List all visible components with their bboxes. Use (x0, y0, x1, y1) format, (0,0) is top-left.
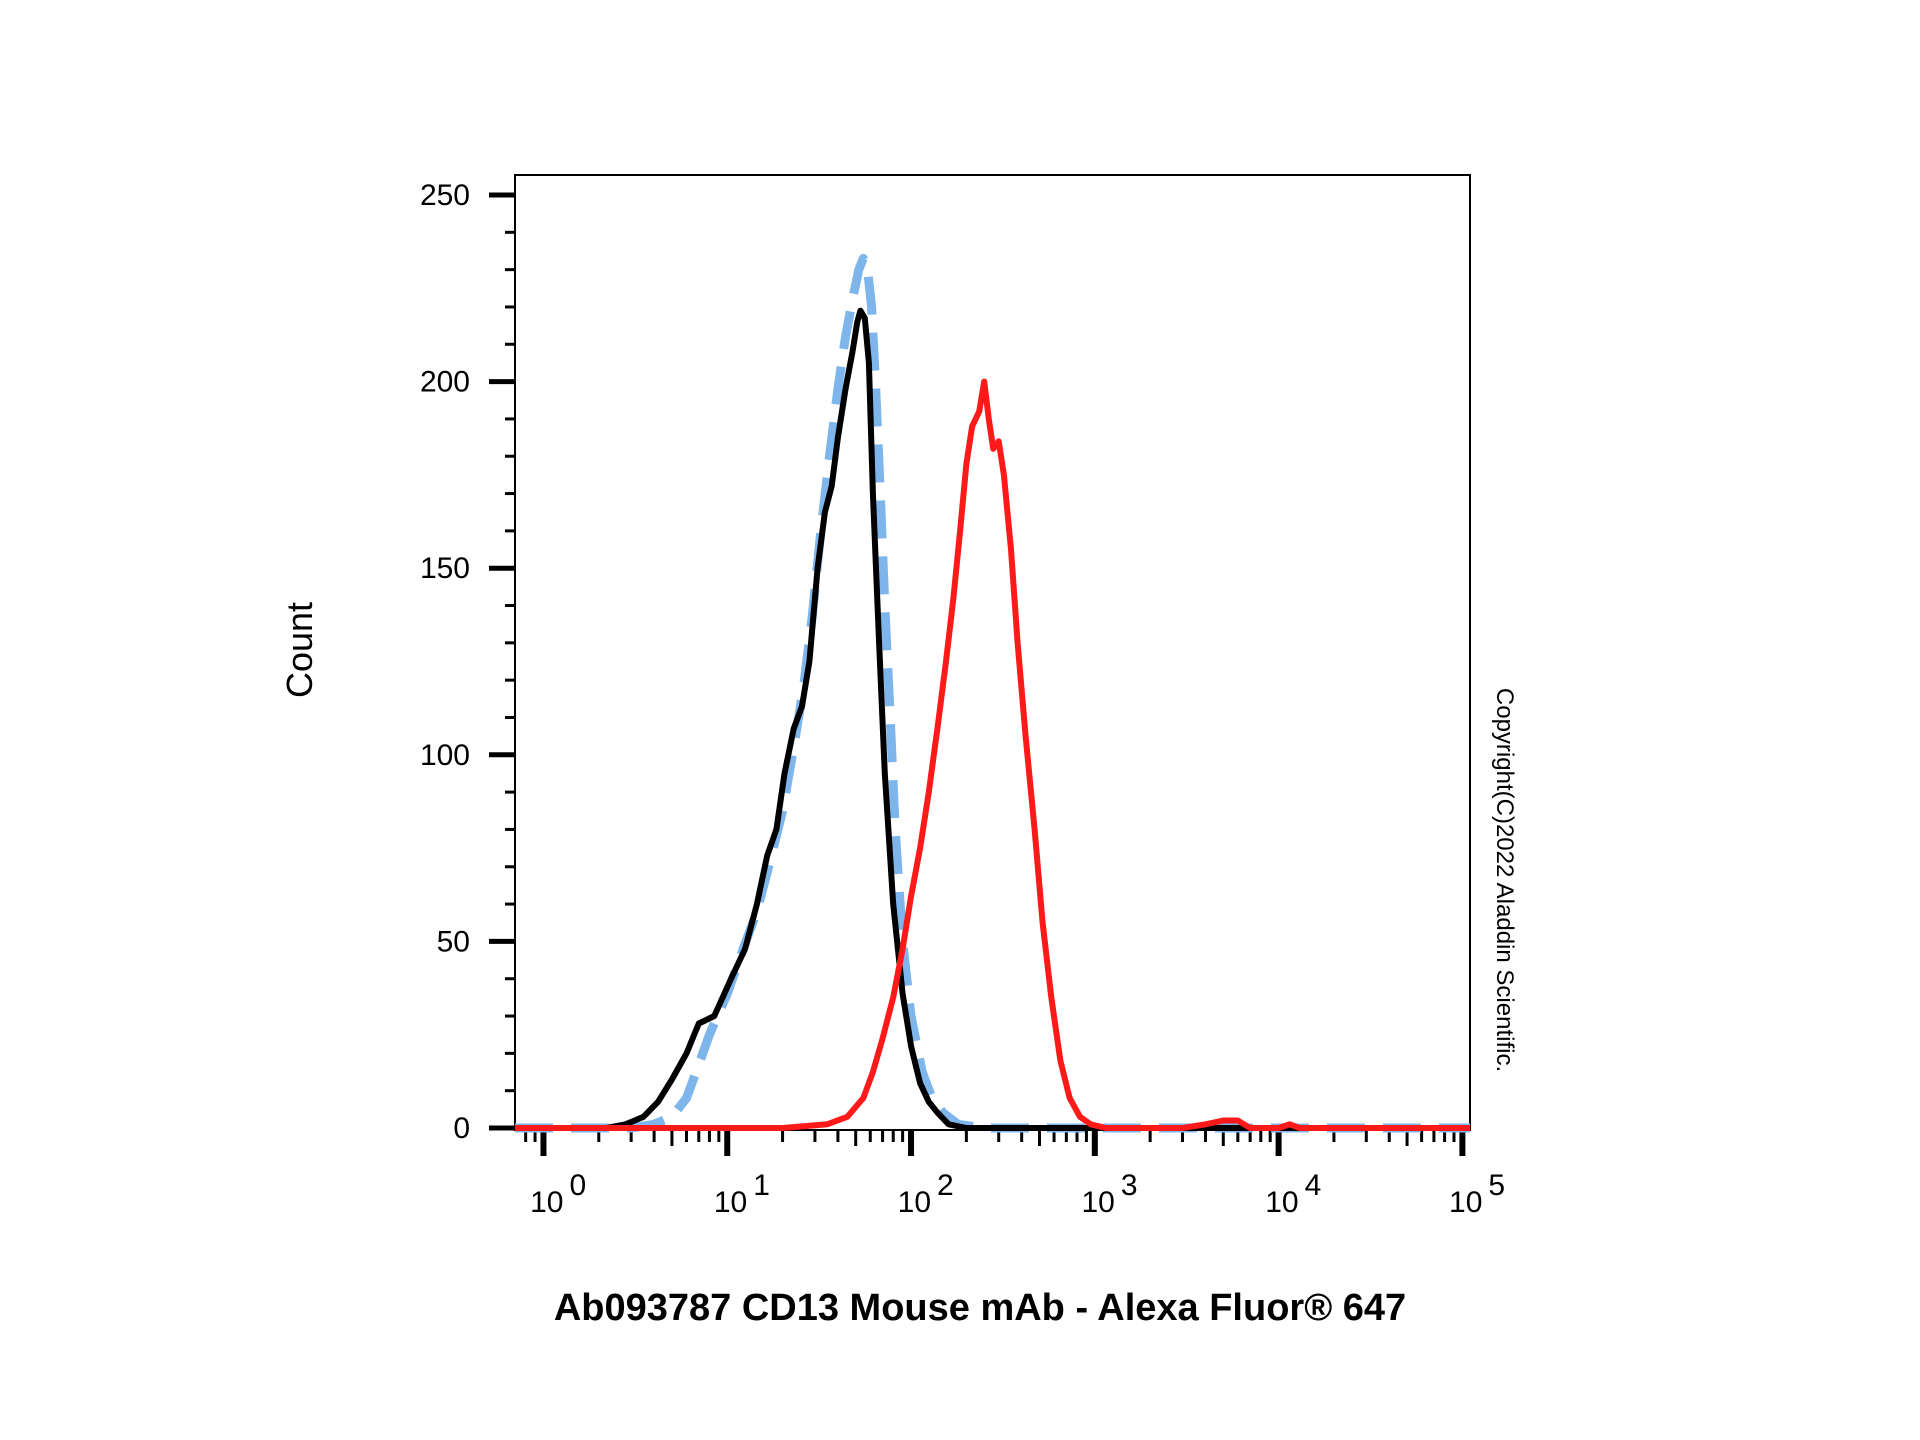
plot-frame (514, 174, 1471, 1131)
y-tick-label: 100 (420, 739, 470, 772)
x-tick-label: 100 (530, 1169, 586, 1219)
x-tick-label: 104 (1265, 1169, 1321, 1219)
x-tick-label: 103 (1081, 1169, 1137, 1219)
series-line-3 (515, 378, 1470, 1131)
series-line-2 (515, 253, 1470, 1133)
x-tick-label: 101 (714, 1169, 770, 1219)
y-tick-label: 0 (453, 1112, 470, 1145)
y-axis: 0 50 100 150 200 250 (420, 179, 515, 1145)
x-tick-label: 102 (898, 1169, 954, 1219)
x-tick-label-exponent: 0 (569, 1169, 586, 1202)
x-tick-label-base: 10 (714, 1186, 747, 1219)
x-axis-title: Ab093787 CD13 Mouse mAb - Alexa Fluor® 6… (554, 1287, 1406, 1329)
x-tick-label-base: 10 (530, 1186, 563, 1219)
y-tick-label: 250 (420, 179, 470, 212)
series-layer (515, 253, 1470, 1133)
x-tick-label-exponent: 1 (753, 1169, 770, 1202)
x-tick-label-base: 10 (1265, 1186, 1298, 1219)
x-tick-label-exponent: 3 (1121, 1169, 1138, 1202)
x-tick-label-base: 10 (898, 1186, 931, 1219)
series-line-1 (515, 307, 1470, 1131)
x-tick-label-base: 10 (1449, 1186, 1482, 1219)
x-tick-label-base: 10 (1081, 1186, 1114, 1219)
x-tick-label-exponent: 2 (937, 1169, 954, 1202)
x-tick-label: 105 (1449, 1169, 1505, 1219)
y-axis-title: Count (279, 602, 320, 698)
copyright-notice: Copyright(C)2022 Aladdin Scientific. (1491, 688, 1518, 1072)
y-tick-label: 200 (420, 366, 470, 399)
y-tick-label: 150 (420, 552, 470, 585)
x-tick-label-exponent: 5 (1488, 1169, 1505, 1202)
y-tick-label: 50 (437, 925, 470, 958)
x-tick-label-exponent: 4 (1305, 1169, 1322, 1202)
